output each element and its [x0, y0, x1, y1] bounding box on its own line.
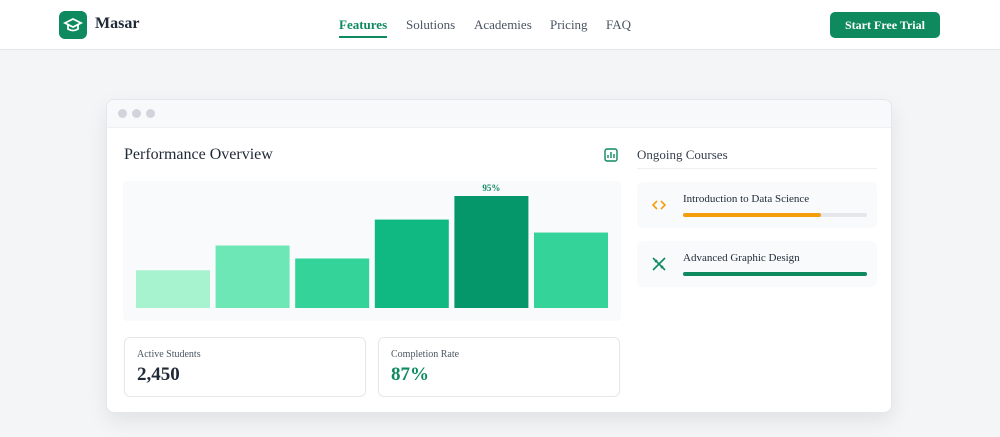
course-icon — [651, 200, 667, 210]
bar — [534, 232, 608, 308]
cta-button[interactable]: Start Free Trial — [830, 12, 940, 38]
bar-label: 95% — [482, 183, 500, 193]
course-item: Advanced Graphic Design — [637, 241, 877, 287]
logo[interactable] — [59, 11, 87, 39]
nav-link[interactable]: FAQ — [606, 17, 632, 32]
nav-link[interactable]: Academies — [474, 17, 532, 32]
course-item: Introduction to Data Science — [637, 182, 877, 228]
bar — [374, 219, 449, 308]
course-name[interactable]: Advanced Graphic Design — [683, 252, 800, 264]
dashboard-card: Performance Overview 95% Active Students… — [106, 99, 892, 413]
courses-title: Ongoing Courses — [637, 147, 728, 162]
nav-link[interactable]: Features — [339, 17, 388, 38]
stat-card: Completion Rate 87% — [378, 337, 620, 397]
divider — [637, 168, 877, 169]
brand[interactable]: Masar — [95, 15, 140, 32]
logo-icon — [62, 17, 84, 32]
progress-track — [683, 213, 867, 217]
window-dot — [146, 109, 155, 118]
progress-bar — [683, 272, 867, 276]
stat-label: Active Students — [137, 349, 201, 360]
bar — [454, 196, 529, 308]
course-name[interactable]: Introduction to Data Science — [683, 193, 810, 205]
chart-icon[interactable] — [604, 148, 618, 162]
stat-card: Active Students 2,450 — [124, 337, 366, 397]
window-dot — [118, 109, 127, 118]
stat-value: 2,450 — [137, 364, 180, 385]
course-icon — [652, 257, 666, 271]
stat-value: 87% — [391, 364, 429, 385]
bar — [215, 245, 290, 308]
window-bar — [107, 100, 891, 128]
bar — [295, 258, 370, 308]
bar-chart: 95% — [123, 181, 621, 321]
bar — [136, 270, 210, 308]
progress-bar — [683, 213, 821, 217]
nav-link[interactable]: Solutions — [406, 17, 456, 32]
nav-link[interactable]: Pricing — [550, 17, 588, 32]
top-bar: Masar Features Solutions Academies Pricing F… — [0, 0, 1000, 50]
panel-title: Performance Overview — [124, 146, 273, 163]
progress-track — [683, 272, 867, 276]
stat-label: Completion Rate — [391, 349, 460, 360]
window-dot — [132, 109, 141, 118]
